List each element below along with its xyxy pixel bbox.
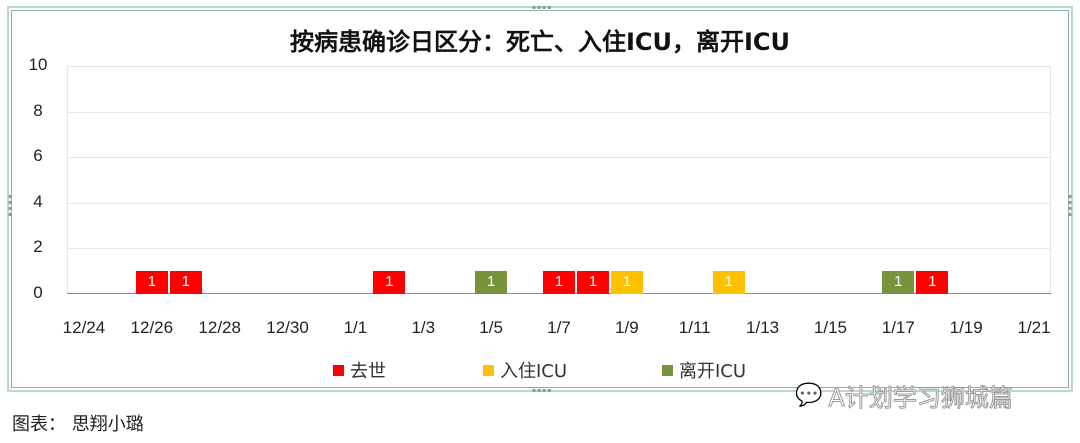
watermark-text: A计划学习狮城篇 bbox=[828, 384, 1013, 413]
chart-frame[interactable] bbox=[7, 6, 1073, 392]
bar[interactable]: 1 bbox=[169, 271, 202, 294]
legend-swatch-icon bbox=[662, 364, 673, 376]
x-tick-label: 1/7 bbox=[547, 318, 571, 337]
bar[interactable]: 1 bbox=[135, 271, 168, 294]
gridline bbox=[67, 202, 1051, 204]
y-tick-label: 4 bbox=[33, 191, 43, 211]
bar[interactable]: 1 bbox=[916, 271, 949, 294]
legend-swatch-icon bbox=[333, 364, 344, 376]
y-tick-label: 10 bbox=[28, 55, 48, 74]
gridline bbox=[67, 66, 1051, 67]
plot-left-border bbox=[67, 66, 68, 294]
bar[interactable]: 1 bbox=[882, 271, 915, 294]
x-tick-label: 12/24 bbox=[62, 318, 106, 337]
bar[interactable]: 1 bbox=[543, 271, 575, 294]
x-tick-label: 1/1 bbox=[343, 318, 368, 337]
resize-handle-top[interactable]: ▪▪▪▪ bbox=[532, 4, 553, 11]
legend-item-icu-in: 入住ICU bbox=[483, 358, 567, 382]
bar[interactable]: 1 bbox=[712, 271, 745, 294]
wechat-icon: 💬 bbox=[794, 383, 823, 409]
bar[interactable]: 1 bbox=[475, 271, 508, 294]
legend-item-icu-out: 离开ICU bbox=[662, 358, 746, 382]
gridline bbox=[67, 157, 1051, 159]
x-tick-label: 1/13 bbox=[746, 318, 780, 337]
x-tick-label: 12/30 bbox=[266, 318, 309, 337]
x-tick-label: 1/3 bbox=[411, 318, 436, 337]
bar[interactable]: 1 bbox=[610, 271, 643, 294]
gridline bbox=[67, 111, 1051, 113]
legend-label: 去世 bbox=[350, 361, 386, 382]
x-tick-label: 1/17 bbox=[881, 318, 915, 337]
bar[interactable]: 1 bbox=[373, 271, 406, 294]
gridline bbox=[67, 248, 1051, 250]
x-tick-label: 12/28 bbox=[198, 318, 241, 337]
chart-frame-inner bbox=[11, 10, 1069, 388]
legend-swatch-icon bbox=[483, 364, 494, 376]
legend-label: 离开ICU bbox=[679, 361, 747, 382]
x-tick-label: 1/21 bbox=[1017, 318, 1051, 337]
chart-title: 按病患确诊日区分：死亡、入住ICU，离开ICU bbox=[289, 28, 791, 56]
watermark: 💬 A计划学习狮城篇 bbox=[794, 378, 1013, 413]
bar[interactable]: 1 bbox=[576, 271, 609, 294]
y-tick-label: 0 bbox=[33, 283, 43, 302]
x-tick-label: 1/15 bbox=[813, 318, 847, 337]
y-tick-label: 8 bbox=[33, 100, 43, 120]
x-tick-label: 12/26 bbox=[130, 318, 174, 337]
legend-label: 入住ICU bbox=[500, 361, 568, 382]
plot-right-border bbox=[1050, 66, 1051, 294]
x-tick-label: 1/19 bbox=[949, 318, 983, 337]
y-tick-label: 2 bbox=[33, 237, 43, 257]
y-tick-label: 6 bbox=[33, 146, 43, 166]
legend-item-death: 去世 bbox=[333, 358, 386, 382]
resize-handle-bottom[interactable]: ▪▪▪▪ bbox=[532, 387, 553, 394]
x-tick-label: 1/5 bbox=[479, 318, 503, 337]
resize-handle-left[interactable]: ▪ ▪ ▪ ▪ bbox=[8, 193, 14, 218]
resize-handle-right[interactable]: ▪ ▪ ▪ ▪ bbox=[1068, 193, 1074, 218]
x-tick-label: 1/11 bbox=[678, 318, 711, 337]
x-tick-label: 1/9 bbox=[615, 318, 639, 337]
figure-caption: 图表： 思翔小璐 bbox=[12, 414, 144, 435]
